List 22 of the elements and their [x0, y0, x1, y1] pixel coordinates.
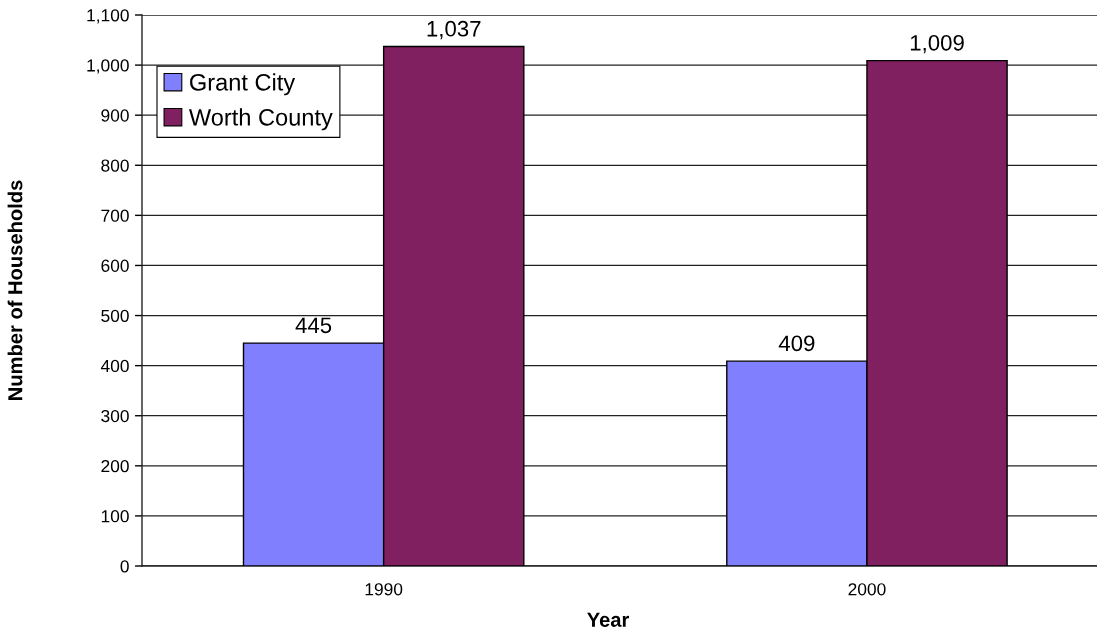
- x-axis-title: Year: [587, 612, 630, 627]
- y-axis-title: Number of Households: [7, 180, 23, 400]
- y-tick-label: 1,100: [87, 9, 129, 24]
- data-label: 409: [778, 335, 815, 352]
- y-tick-label: 700: [101, 209, 129, 222]
- data-label: 1,009: [910, 34, 964, 54]
- y-tick-label: 600: [101, 259, 129, 272]
- y-tick-label: 0: [120, 560, 129, 573]
- x-tick-label: 1990: [365, 583, 403, 596]
- y-tick-label: 500: [101, 309, 129, 323]
- x-tick-label: 2000: [848, 583, 886, 596]
- data-label: 445: [295, 317, 332, 334]
- y-tick-label: 300: [101, 409, 129, 423]
- legend-label: Worth County: [188, 108, 333, 131]
- y-tick-label: 400: [100, 359, 129, 373]
- legend-label: Grant City: [190, 73, 296, 96]
- y-tick-label: 900: [101, 109, 129, 122]
- y-tick-label: 1,000: [87, 59, 129, 74]
- y-tick-label: 200: [101, 459, 129, 473]
- y-tick-label: 800: [101, 159, 129, 172]
- y-tick-label: 100: [101, 510, 129, 523]
- data-label: 1,037: [427, 20, 481, 40]
